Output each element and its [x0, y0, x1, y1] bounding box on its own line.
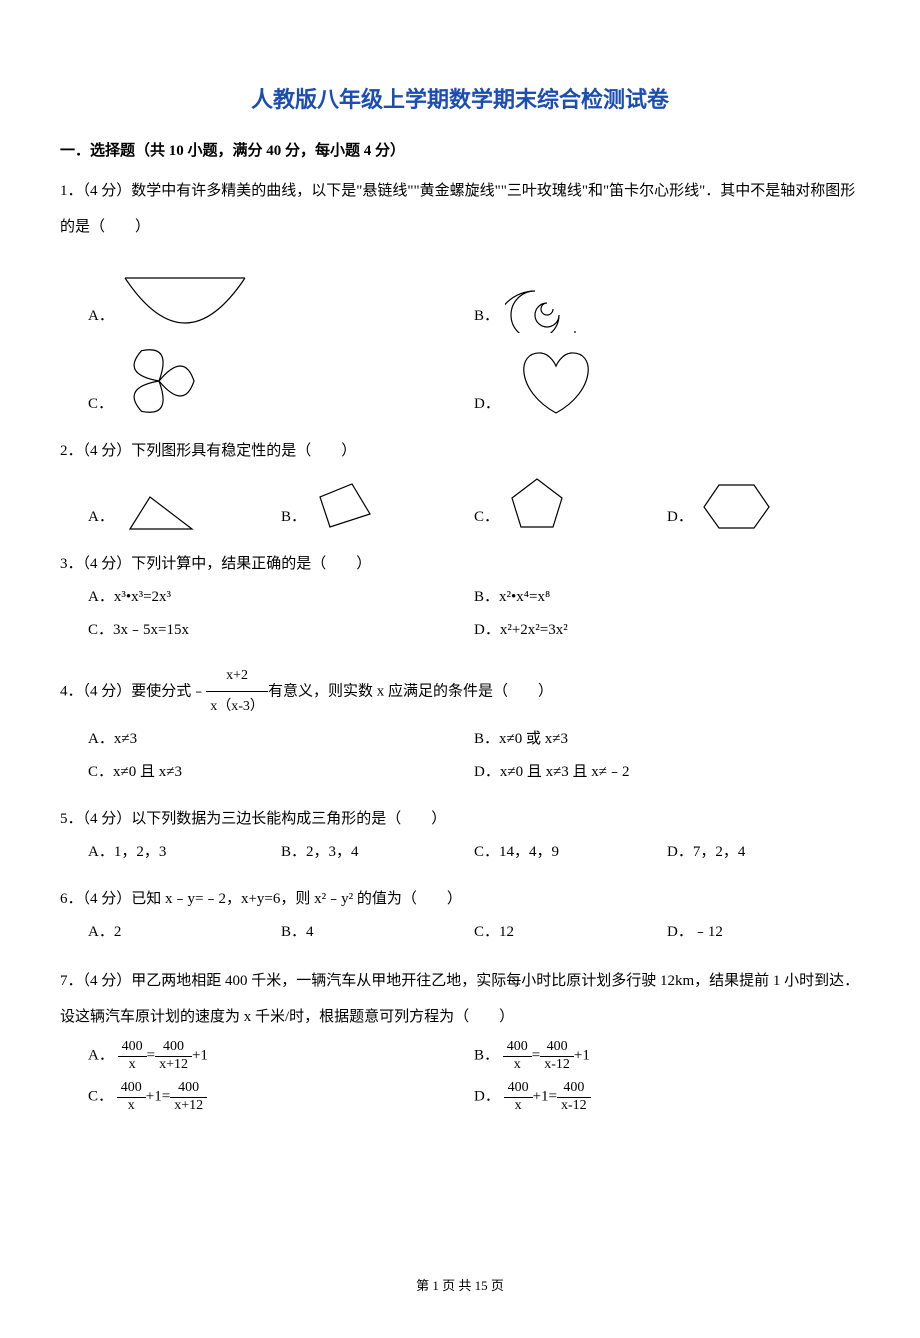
- q4-opt-d: D．x≠0 且 x≠3 且 x≠﹣2: [474, 756, 860, 789]
- catenary-curve-icon: [120, 273, 250, 333]
- f: 400: [170, 1080, 207, 1098]
- q5-opt-a: A．1，2，3: [88, 836, 281, 869]
- q4-opt-c: C．x≠0 且 x≠3: [88, 756, 474, 789]
- q4-den: x（x-3）: [206, 692, 268, 723]
- q6-opt-a: A．2: [88, 916, 281, 949]
- q7-opt-c: C． 400x+1=400x+12: [88, 1080, 474, 1115]
- question-2: 2．（4 分）下列图形具有稳定性的是（ ） A． B． C． D．: [60, 435, 860, 534]
- section-header: 一．选择题（共 10 小题，满分 40 分，每小题 4 分）: [60, 138, 860, 165]
- q7-opt-a: A． 400x=400x+12+1: [88, 1039, 474, 1074]
- hexagon-icon: [699, 479, 774, 534]
- f: 400: [117, 1080, 146, 1098]
- q4-opt-b: B．x≠0 或 x≠3: [474, 723, 860, 756]
- q7-b-label: B．: [474, 1048, 499, 1064]
- f: 400: [118, 1039, 147, 1057]
- f: x+12: [170, 1098, 207, 1115]
- q2-opt-d-label: D．: [667, 501, 693, 534]
- q5-text: 5．（4 分）以下列数据为三边长能构成三角形的是（ ）: [60, 803, 860, 836]
- q7-opt-b: B． 400x=400x-12+1: [474, 1039, 860, 1074]
- q4-post: 有意义，则实数 x 应满足的条件是（ ）: [268, 683, 553, 699]
- golden-spiral-icon: [505, 253, 615, 333]
- q7-d-label: D．: [474, 1089, 500, 1105]
- f: x+12: [155, 1057, 192, 1074]
- q3-opt-b: B．x²•x⁴=x⁸: [474, 581, 860, 614]
- f: 400: [504, 1080, 533, 1098]
- q6-opt-c: C．12: [474, 916, 667, 949]
- f: 400: [503, 1039, 532, 1057]
- trefoil-rose-icon: [119, 341, 199, 421]
- q2-text: 2．（4 分）下列图形具有稳定性的是（ ）: [60, 435, 860, 468]
- q3-opt-c: C．3x﹣5x=15x: [88, 614, 474, 647]
- q7-text: 7．（4 分）甲乙两地相距 400 千米，一辆汽车从甲地开往乙地，实际每小时比原…: [60, 963, 860, 1035]
- q4-fraction: x+2x（x-3）: [206, 661, 268, 724]
- q1-opt-c-label: C．: [88, 388, 113, 421]
- q3-opt-d: D．x²+2x²=3x²: [474, 614, 860, 647]
- f: x: [118, 1057, 147, 1074]
- q2-opt-b-label: B．: [281, 501, 306, 534]
- q6-opt-b: B．4: [281, 916, 474, 949]
- eq: +1=: [146, 1089, 170, 1105]
- triangle-icon: [120, 489, 200, 534]
- quadrilateral-icon: [312, 479, 377, 534]
- q4-num: x+2: [206, 661, 268, 693]
- q6-text: 6．（4 分）已知 x﹣y=﹣2，x+y=6，则 x²﹣y² 的值为（ ）: [60, 883, 860, 916]
- q4-pre: 4．（4 分）要使分式﹣: [60, 683, 206, 699]
- question-1: 1．（4 分）数学中有许多精美的曲线，以下是"悬链线""黄金螺旋线""三叶玫瑰线…: [60, 173, 860, 421]
- page-title: 人教版八年级上学期数学期末综合检测试卷: [60, 80, 860, 120]
- q7-c-label: C．: [88, 1089, 113, 1105]
- page-footer: 第 1 页 共 15 页: [60, 1274, 860, 1297]
- q1-text: 1．（4 分）数学中有许多精美的曲线，以下是"悬链线""黄金螺旋线""三叶玫瑰线…: [60, 173, 860, 245]
- q7-opt-d: D． 400x+1=400x-12: [474, 1080, 860, 1115]
- question-5: 5．（4 分）以下列数据为三边长能构成三角形的是（ ） A．1，2，3 B．2，…: [60, 803, 860, 869]
- f: 400: [557, 1080, 591, 1098]
- q1-opt-b-label: B．: [474, 300, 499, 333]
- q1-opt-a-label: A．: [88, 300, 114, 333]
- f: 400: [540, 1039, 574, 1057]
- question-7: 7．（4 分）甲乙两地相距 400 千米，一辆汽车从甲地开往乙地，实际每小时比原…: [60, 963, 860, 1114]
- t: +1: [192, 1048, 208, 1064]
- q4-opt-a: A．x≠3: [88, 723, 474, 756]
- eq: +1=: [533, 1089, 557, 1105]
- q7-a-label: A．: [88, 1048, 114, 1064]
- pentagon-icon: [505, 474, 570, 534]
- t: +1: [574, 1048, 590, 1064]
- f: x: [117, 1098, 146, 1115]
- f: x: [503, 1057, 532, 1074]
- q3-text: 3．（4 分）下列计算中，结果正确的是（ ）: [60, 548, 860, 581]
- question-3: 3．（4 分）下列计算中，结果正确的是（ ） A．x³•x³=2x³ B．x²•…: [60, 548, 860, 647]
- q2-opt-c-label: C．: [474, 501, 499, 534]
- eq: =: [532, 1048, 540, 1064]
- q3-opt-a: A．x³•x³=2x³: [88, 581, 474, 614]
- cardioid-heart-icon: [506, 341, 606, 421]
- f: x: [504, 1098, 533, 1115]
- question-4: 4．（4 分）要使分式﹣x+2x（x-3）有意义，则实数 x 应满足的条件是（ …: [60, 661, 860, 790]
- q4-text: 4．（4 分）要使分式﹣x+2x（x-3）有意义，则实数 x 应满足的条件是（ …: [60, 661, 860, 724]
- q5-opt-c: C．14，4，9: [474, 836, 667, 869]
- f: 400: [155, 1039, 192, 1057]
- eq: =: [147, 1048, 155, 1064]
- q1-opt-d-label: D．: [474, 388, 500, 421]
- q2-opt-a-label: A．: [88, 501, 114, 534]
- q5-opt-b: B．2，3，4: [281, 836, 474, 869]
- q5-opt-d: D．7，2，4: [667, 836, 860, 869]
- f: x-12: [557, 1098, 591, 1115]
- f: x-12: [540, 1057, 574, 1074]
- q6-opt-d: D．﹣12: [667, 916, 860, 949]
- question-6: 6．（4 分）已知 x﹣y=﹣2，x+y=6，则 x²﹣y² 的值为（ ） A．…: [60, 883, 860, 949]
